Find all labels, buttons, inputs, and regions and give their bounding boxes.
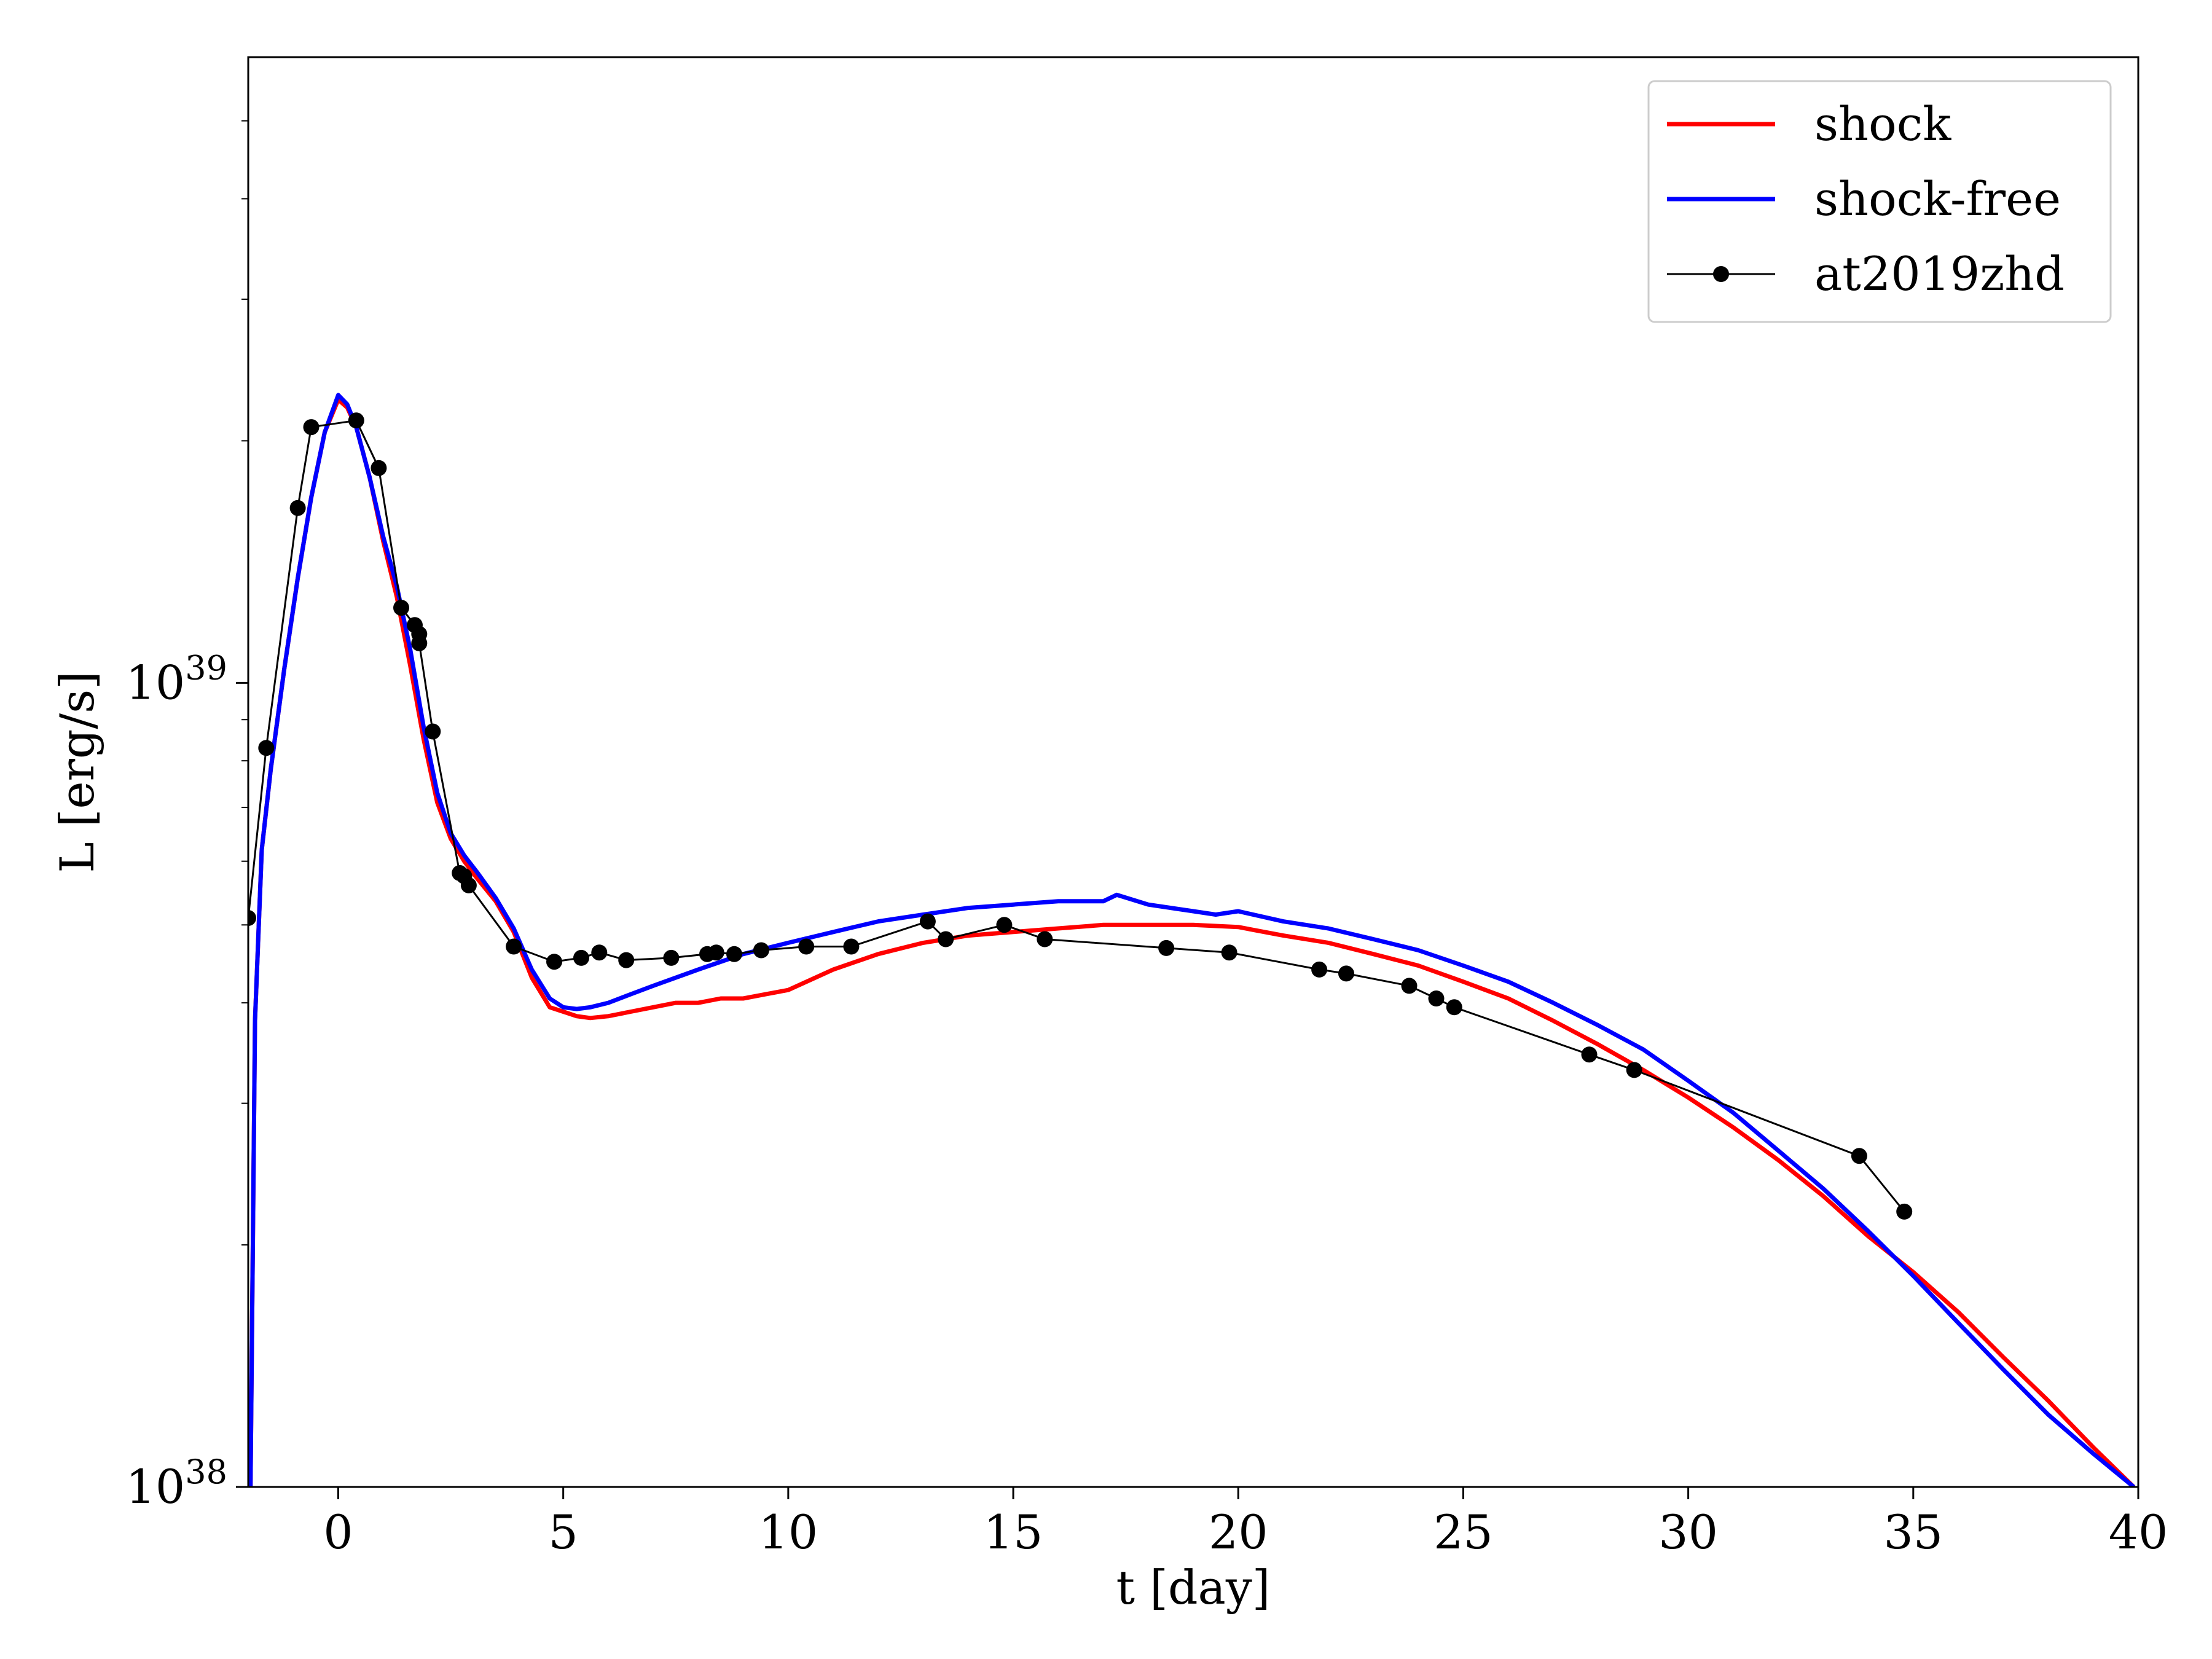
data-point-at2019zhd bbox=[753, 942, 769, 959]
data-point-at2019zhd bbox=[1626, 1062, 1642, 1078]
x-tick-label: 15 bbox=[984, 1505, 1043, 1559]
data-point-at2019zhd bbox=[591, 944, 608, 961]
x-tick-label: 35 bbox=[1883, 1505, 1943, 1559]
legend-label-shock: shock bbox=[1814, 96, 1951, 151]
legend-box bbox=[1647, 80, 2112, 323]
data-point-at2019zhd bbox=[1428, 990, 1445, 1006]
data-point-at2019zhd bbox=[1311, 961, 1328, 978]
legend-marker-at2019zhd bbox=[1713, 266, 1729, 282]
y-tick-label: 1038 bbox=[126, 1453, 227, 1514]
y-tick-label: 1039 bbox=[126, 648, 227, 710]
data-point-at2019zhd bbox=[1896, 1203, 1913, 1220]
x-tick-label: 5 bbox=[548, 1505, 578, 1559]
data-point-at2019zhd bbox=[1851, 1148, 1867, 1164]
data-point-at2019zhd bbox=[1158, 939, 1175, 956]
data-point-at2019zhd bbox=[573, 949, 589, 966]
data-point-at2019zhd bbox=[1401, 978, 1418, 994]
y-axis-title: L [erg/s] bbox=[50, 671, 104, 873]
data-point-at2019zhd bbox=[1037, 931, 1053, 947]
x-tick-label: 10 bbox=[758, 1505, 818, 1559]
x-tick-label: 0 bbox=[323, 1505, 353, 1559]
data-point-at2019zhd bbox=[506, 938, 522, 955]
data-point-at2019zhd bbox=[303, 419, 320, 436]
legend-label-at2019zhd: at2019zhd bbox=[1814, 246, 2065, 301]
data-point-at2019zhd bbox=[348, 412, 364, 429]
x-tick-label: 30 bbox=[1658, 1505, 1718, 1559]
data-point-at2019zhd bbox=[460, 877, 477, 893]
x-tick-label: 40 bbox=[2109, 1505, 2168, 1559]
axes: 0 5 10 15 20 25 30 35 40 1038 1039 t [day] L [erg/s] bbox=[50, 56, 2168, 1615]
data-point-at2019zhd bbox=[1446, 999, 1462, 1016]
legend: shock shock-free at2019zhd bbox=[1647, 80, 2112, 323]
data-point-at2019zhd bbox=[1581, 1046, 1598, 1063]
data-point-at2019zhd bbox=[425, 723, 441, 740]
data-point-at2019zhd bbox=[1338, 965, 1354, 982]
x-axis-title: t [day] bbox=[1116, 1560, 1271, 1615]
data-point-at2019zhd bbox=[843, 938, 860, 955]
plot-frame bbox=[247, 56, 2139, 1488]
data-point-at2019zhd bbox=[258, 740, 275, 756]
data-point-at2019zhd bbox=[919, 913, 936, 930]
plot-area bbox=[248, 393, 2136, 1487]
data-point-at2019zhd bbox=[1221, 944, 1237, 961]
data-point-at2019zhd bbox=[393, 600, 409, 616]
data-point-at2019zhd bbox=[726, 946, 742, 962]
data-point-at2019zhd bbox=[289, 500, 306, 516]
data-point-at2019zhd bbox=[798, 938, 815, 955]
data-point-at2019zhd bbox=[618, 952, 635, 968]
data-point-at2019zhd bbox=[938, 931, 954, 947]
data-point-at2019zhd bbox=[663, 949, 680, 966]
data-point-at2019zhd bbox=[248, 910, 256, 926]
x-tick-label: 20 bbox=[1209, 1505, 1268, 1559]
data-point-at2019zhd bbox=[996, 917, 1013, 933]
series-line-shock-free bbox=[248, 393, 2135, 1487]
data-point-at2019zhd bbox=[708, 944, 724, 961]
legend-label-shock-free: shock-free bbox=[1814, 171, 2061, 226]
x-tick-label: 25 bbox=[1433, 1505, 1493, 1559]
data-point-at2019zhd bbox=[546, 954, 562, 970]
data-point-at2019zhd bbox=[371, 460, 387, 476]
data-point-at2019zhd bbox=[411, 635, 428, 651]
